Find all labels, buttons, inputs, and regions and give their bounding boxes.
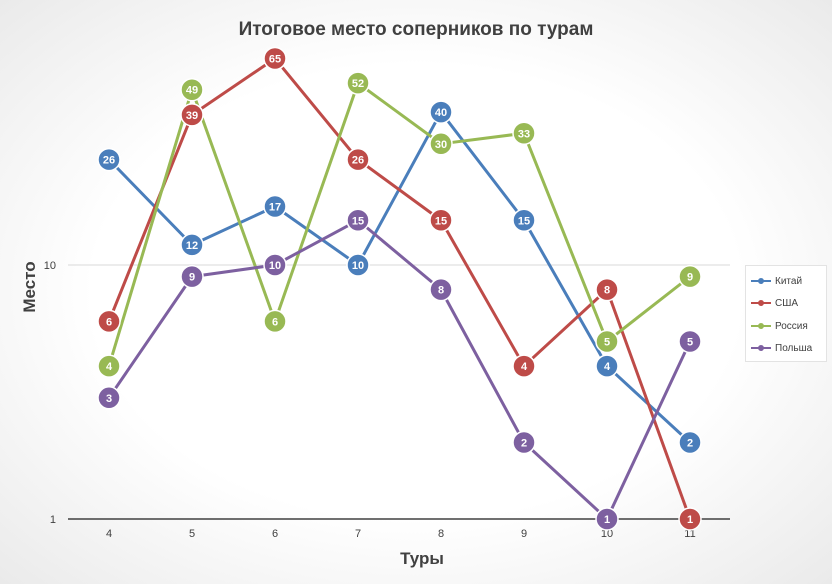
legend-swatch-china bbox=[751, 278, 771, 284]
legend-swatch-russia bbox=[751, 323, 771, 329]
legend-item-usa: США bbox=[751, 296, 798, 310]
data-point bbox=[263, 194, 287, 219]
data-point bbox=[429, 100, 453, 124]
legend-swatch-poland bbox=[751, 345, 771, 351]
data-point bbox=[180, 264, 204, 289]
data-label: 6 bbox=[272, 316, 278, 328]
data-label: 65 bbox=[269, 54, 281, 66]
data-point bbox=[678, 264, 702, 289]
legend-label-russia: Россия bbox=[775, 320, 808, 332]
data-label: 4 bbox=[604, 361, 611, 373]
data-point bbox=[512, 121, 536, 146]
data-point bbox=[512, 430, 536, 455]
data-label: 39 bbox=[186, 110, 198, 122]
data-point bbox=[595, 507, 619, 531]
series-line bbox=[107, 57, 692, 520]
data-label: 10 bbox=[269, 260, 281, 272]
data-point bbox=[97, 354, 121, 378]
data-point bbox=[346, 253, 370, 277]
series-line bbox=[107, 218, 692, 521]
data-point bbox=[512, 208, 536, 233]
data-point bbox=[180, 103, 204, 127]
data-point bbox=[678, 329, 702, 354]
data-label: 17 bbox=[269, 201, 281, 213]
data-label: 49 bbox=[186, 85, 198, 97]
data-point bbox=[429, 277, 453, 302]
chart-title: Итоговое место соперников по турам bbox=[239, 19, 594, 40]
x-tick-label: 7 bbox=[355, 528, 361, 540]
x-tick-label: 9 bbox=[521, 528, 527, 540]
data-label: 1 bbox=[687, 514, 693, 526]
legend-item-poland: Польша bbox=[751, 341, 812, 355]
data-point bbox=[678, 507, 702, 531]
data-label: 40 bbox=[435, 107, 447, 119]
data-label: 52 bbox=[352, 78, 364, 90]
data-label: 15 bbox=[352, 215, 364, 227]
legend: Китай США Россия Польша bbox=[745, 265, 827, 362]
data-label: 2 bbox=[687, 438, 693, 450]
data-point bbox=[595, 329, 619, 354]
data-label: 9 bbox=[687, 272, 693, 284]
y-tick-label: 1 bbox=[50, 514, 56, 526]
data-point bbox=[346, 71, 370, 95]
data-point bbox=[180, 233, 204, 257]
legend-item-russia: Россия bbox=[751, 319, 808, 333]
x-tick-label: 8 bbox=[438, 528, 444, 540]
y-axis-title: Место bbox=[20, 261, 39, 312]
data-label: 5 bbox=[604, 336, 610, 348]
data-point bbox=[595, 354, 619, 378]
legend-label-poland: Польша bbox=[775, 342, 813, 354]
data-point bbox=[263, 253, 287, 277]
data-label: 12 bbox=[186, 240, 198, 252]
data-label: 5 bbox=[687, 336, 693, 348]
data-point bbox=[595, 277, 619, 302]
data-label: 8 bbox=[438, 285, 444, 297]
data-label: 4 bbox=[106, 361, 113, 373]
x-tick-label: 6 bbox=[272, 528, 278, 540]
data-label: 9 bbox=[189, 272, 195, 284]
data-label: 3 bbox=[106, 393, 112, 405]
data-label: 6 bbox=[106, 316, 112, 328]
x-tick-label: 11 bbox=[684, 528, 695, 540]
data-label: 26 bbox=[103, 155, 115, 167]
x-tick-label: 10 bbox=[601, 528, 613, 540]
series-line bbox=[107, 81, 691, 367]
data-point bbox=[263, 309, 287, 334]
x-axis-title: Туры bbox=[400, 549, 444, 568]
data-point bbox=[346, 208, 370, 233]
data-point bbox=[512, 354, 536, 378]
legend-label-usa: США bbox=[775, 297, 799, 309]
data-point bbox=[97, 309, 121, 334]
data-point bbox=[429, 132, 453, 156]
data-label: 2 bbox=[521, 438, 527, 450]
data-label: 8 bbox=[604, 285, 610, 297]
legend-label-china: Китай bbox=[775, 275, 803, 287]
data-point bbox=[346, 147, 370, 172]
data-point bbox=[263, 46, 287, 71]
data-point bbox=[678, 430, 702, 455]
data-label: 26 bbox=[352, 155, 364, 167]
data-label: 10 bbox=[352, 260, 364, 272]
legend-item-china: Китай bbox=[751, 274, 802, 288]
y-tick-label: 10 bbox=[44, 260, 56, 272]
x-tick-label: 5 bbox=[189, 528, 195, 540]
data-label: 4 bbox=[521, 361, 528, 373]
data-point bbox=[97, 386, 121, 410]
data-point bbox=[97, 147, 121, 172]
data-label: 15 bbox=[435, 215, 447, 227]
data-label: 1 bbox=[604, 514, 610, 526]
data-point bbox=[429, 208, 453, 233]
data-point bbox=[180, 77, 204, 102]
data-label: 15 bbox=[518, 215, 530, 227]
data-label: 33 bbox=[518, 128, 530, 140]
x-tick-label: 4 bbox=[106, 528, 112, 540]
data-label: 30 bbox=[435, 139, 447, 151]
legend-swatch-usa bbox=[751, 300, 771, 306]
